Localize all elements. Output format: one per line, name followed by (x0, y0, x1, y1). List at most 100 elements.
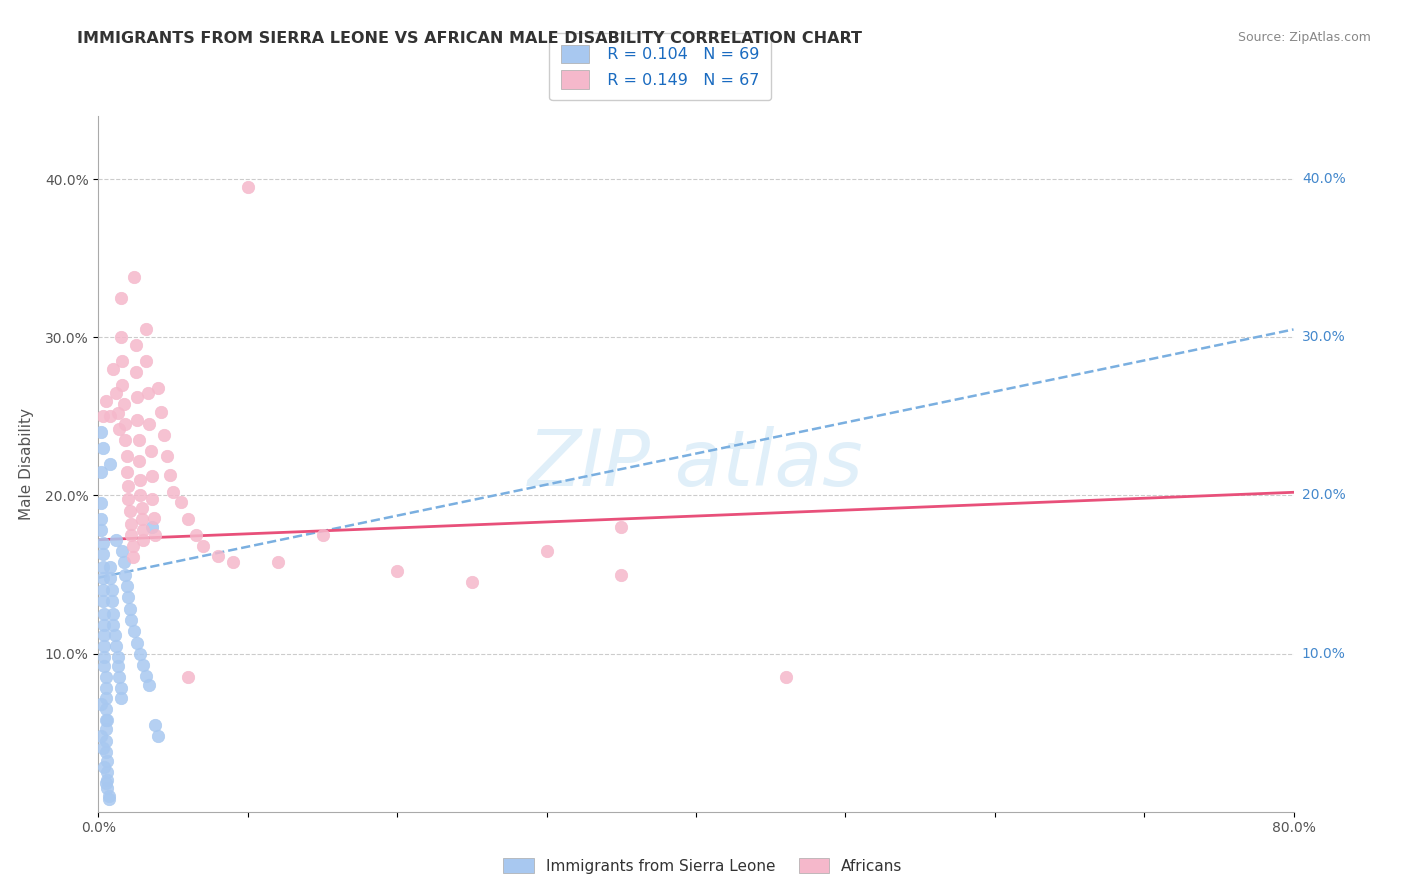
Point (118, 602, 141, 616)
Text: ZIP atlas: ZIP atlas (529, 425, 863, 502)
Point (93, 627, 115, 641)
Point (103, 607, 125, 621)
Point (115, 465, 138, 479)
Point (114, 567, 136, 582)
Point (536, 543, 558, 558)
Point (114, 433, 136, 447)
Point (128, 453, 150, 467)
Point (91, 594, 114, 608)
Point (91, 547, 114, 561)
Point (461, 575, 484, 590)
Point (110, 690, 132, 705)
Point (141, 491, 163, 506)
Point (131, 501, 153, 516)
Point (91, 583, 114, 598)
Point (91, 536, 114, 550)
Point (93, 649, 115, 664)
Point (118, 504, 141, 518)
Point (127, 412, 149, 426)
Point (98, 571, 122, 585)
Point (90, 496, 112, 510)
Point (141, 469, 163, 483)
Point (94, 393, 117, 408)
Point (90, 425, 112, 440)
Point (132, 523, 155, 537)
Point (142, 510, 165, 524)
Point (132, 533, 155, 547)
Point (93, 659, 115, 673)
Point (105, 533, 128, 547)
Point (128, 433, 150, 447)
Point (135, 354, 157, 368)
Text: 40.0%: 40.0% (1302, 172, 1346, 186)
Point (148, 729, 170, 743)
Point (138, 417, 160, 432)
Point (110, 681, 132, 696)
Point (385, 565, 409, 579)
Point (117, 479, 139, 493)
Point (138, 678, 160, 692)
Point (110, 291, 132, 305)
Point (112, 397, 135, 411)
Point (159, 467, 181, 482)
Point (156, 449, 179, 463)
Point (107, 649, 129, 664)
Point (94, 681, 117, 696)
Point (127, 635, 149, 649)
Point (131, 512, 153, 526)
Point (101, 594, 124, 608)
Legend:   R = 0.104   N = 69,   R = 0.149   N = 67: R = 0.104 N = 69, R = 0.149 N = 67 (550, 34, 770, 100)
Point (236, 180, 259, 194)
Point (114, 417, 136, 432)
Point (93, 760, 115, 774)
Point (112, 555, 135, 569)
Point (135, 322, 157, 336)
Point (117, 590, 139, 604)
Point (91, 741, 114, 756)
Point (136, 385, 159, 400)
Point (132, 657, 155, 672)
Point (127, 391, 149, 405)
Point (94, 713, 117, 727)
Point (93, 639, 115, 653)
Point (610, 520, 633, 534)
Point (104, 627, 127, 641)
Point (96, 754, 118, 768)
Point (94, 723, 117, 737)
Point (111, 377, 134, 392)
Point (101, 583, 124, 598)
Point (120, 614, 142, 628)
Point (107, 406, 129, 420)
Point (267, 555, 290, 569)
Point (94, 690, 117, 705)
Point (124, 270, 146, 285)
Point (98, 559, 122, 574)
Point (169, 495, 191, 509)
Point (610, 567, 633, 582)
Point (94, 702, 117, 716)
Point (90, 512, 112, 526)
Point (184, 528, 207, 542)
Point (108, 422, 131, 436)
Point (111, 543, 134, 558)
Point (97, 789, 120, 803)
Point (91, 441, 114, 455)
Point (94, 733, 117, 747)
Point (91, 559, 114, 574)
Point (94, 745, 117, 759)
Text: IMMIGRANTS FROM SIERRA LEONE VS AFRICAN MALE DISABILITY CORRELATION CHART: IMMIGRANTS FROM SIERRA LEONE VS AFRICAN … (77, 31, 862, 46)
Point (105, 385, 128, 400)
Point (115, 449, 138, 463)
Point (90, 523, 112, 537)
Point (121, 550, 143, 565)
Legend: Immigrants from Sierra Leone, Africans: Immigrants from Sierra Leone, Africans (498, 852, 908, 880)
Point (143, 717, 166, 731)
Point (120, 528, 142, 542)
Point (93, 618, 115, 632)
Point (94, 776, 117, 790)
Y-axis label: Male Disability: Male Disability (18, 408, 34, 520)
Point (177, 670, 200, 684)
Point (103, 618, 125, 632)
Point (97, 792, 120, 806)
Point (110, 330, 132, 344)
